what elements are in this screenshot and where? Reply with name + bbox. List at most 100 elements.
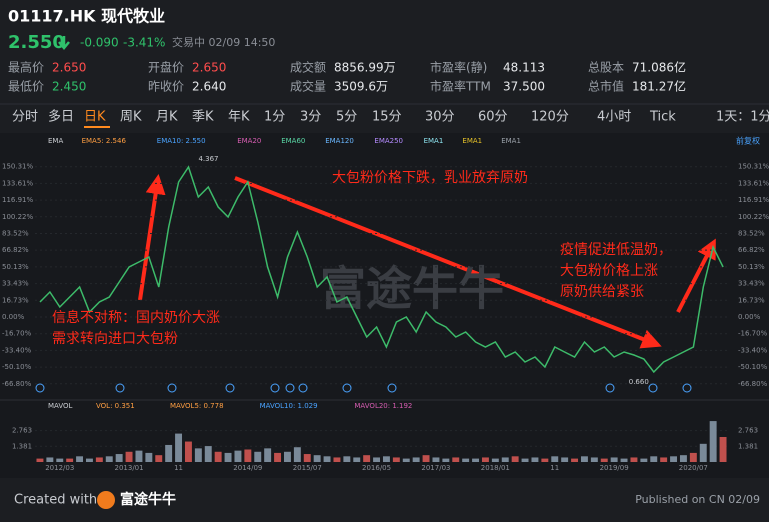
y-tick-label: -66.80%: [2, 380, 32, 388]
symbol: 01117.HK 现代牧业: [8, 7, 165, 26]
volume-bar: [343, 456, 351, 462]
period-tab[interactable]: 多日: [48, 109, 74, 125]
event-marker: [605, 383, 615, 393]
period-tab[interactable]: 30分: [425, 110, 455, 125]
volume-bar: [432, 457, 440, 462]
volume-bar: [333, 457, 341, 462]
period-tab[interactable]: 月K: [156, 110, 178, 125]
x-tick-label: 2019/09: [600, 464, 629, 472]
y-tick-label: 116.91%: [2, 196, 33, 204]
indicator: MAVOL5: 0.778: [170, 402, 224, 410]
volume-bar: [303, 454, 311, 462]
indicator: EMA: [48, 137, 63, 145]
event-marker: [342, 383, 352, 393]
period-tab[interactable]: 5分: [336, 110, 357, 125]
period-tab[interactable]: Tick: [649, 110, 676, 125]
volume-bar: [491, 458, 499, 462]
adjust-label: 前复权: [736, 136, 760, 146]
max-label: 4.367: [198, 155, 218, 163]
y-tick-label-right: 2.763: [738, 427, 758, 435]
volume-bar: [66, 458, 74, 462]
indicator: EMA20: [237, 137, 261, 145]
stat-label: 开盘价: [148, 60, 184, 75]
period-tab[interactable]: 60分: [478, 110, 508, 125]
period-tab[interactable]: 周K: [120, 110, 142, 125]
status: 交易中 02/09 14:50: [172, 35, 275, 49]
y-tick-label: -33.40%: [2, 346, 32, 354]
volume-bar: [224, 452, 232, 462]
volume-bar: [36, 458, 44, 462]
stat-value: 181.27亿: [632, 79, 686, 94]
volume-bar: [472, 458, 480, 462]
y-tick-label: 2.763: [12, 427, 32, 435]
indicator: EMA1: [501, 137, 521, 145]
period-tab[interactable]: 日K: [84, 110, 106, 125]
arrow: [138, 174, 166, 301]
stat-value: 37.500: [503, 80, 545, 94]
event-marker: [285, 383, 295, 393]
volume-bar: [541, 458, 549, 462]
period-tab[interactable]: 1天：1分K: [716, 110, 769, 125]
period-tab[interactable]: 1分: [264, 110, 285, 125]
period-tab[interactable]: 3分: [300, 110, 321, 125]
indicator: EMA120: [325, 137, 354, 145]
period-tab[interactable]: 季K: [192, 110, 214, 125]
stat-label: 最低价: [8, 80, 44, 94]
period-tab[interactable]: 分时: [12, 110, 38, 125]
y-tick-label-right: 0.00%: [738, 313, 761, 321]
volume-bar: [551, 456, 559, 462]
volume-bar: [323, 456, 331, 462]
indicator: EMA10: 2.550: [157, 137, 206, 145]
indicator: EMA60: [281, 137, 305, 145]
indicator: EMA5: 2.546: [82, 137, 127, 145]
x-tick-label: 2012/03: [45, 464, 74, 472]
volume-bar: [481, 457, 489, 462]
y-tick-label-right: 100.22%: [738, 213, 769, 221]
y-tick-label: 100.22%: [2, 213, 33, 221]
y-tick-label: 150.31%: [2, 163, 33, 171]
y-tick-label-right: 116.91%: [738, 196, 769, 204]
volume-bar: [452, 457, 460, 462]
volume-bar: [630, 457, 638, 462]
volume-bar: [46, 457, 54, 462]
volume-bar: [175, 433, 183, 462]
volume-bar: [422, 455, 430, 462]
indicator: MAVOL10: 1.029: [260, 402, 318, 410]
arrow: [234, 176, 662, 349]
down-arrow: [58, 36, 70, 50]
indicator: EMA250: [374, 137, 403, 145]
volume-bar: [155, 455, 163, 462]
volume-bar: [620, 458, 628, 462]
change-pct: -3.41%: [123, 36, 165, 50]
volume-bar: [135, 450, 143, 462]
y-tick-label: 16.73%: [2, 296, 29, 304]
stat-label: 总市值: [588, 79, 624, 94]
period-tab[interactable]: 15分: [372, 110, 402, 125]
volume-bar: [115, 454, 123, 462]
volume-bar: [382, 456, 390, 462]
stat-label: 成交量: [290, 79, 326, 94]
x-tick-label: 2017/03: [421, 464, 450, 472]
indicator: VOL: 0.351: [96, 402, 135, 410]
volume-bar: [610, 457, 618, 462]
volume-bar: [462, 458, 470, 462]
volume-bar: [264, 448, 272, 462]
volume-bar: [105, 456, 113, 462]
x-tick-label: 2013/01: [115, 464, 144, 472]
period-tab[interactable]: 4小时: [597, 110, 631, 125]
published: Published on CN 02/09: [635, 493, 760, 506]
change: -0.090: [80, 36, 119, 50]
period-tab[interactable]: 120分: [531, 110, 569, 125]
volume-bar: [234, 450, 242, 462]
period-tab[interactable]: 年K: [228, 110, 250, 125]
x-tick-label: 2018/01: [481, 464, 510, 472]
stat-value: 2.450: [52, 80, 86, 94]
volume-bar: [650, 456, 658, 462]
volume-bar: [283, 451, 291, 462]
volume-bar: [670, 456, 678, 462]
volume-bar: [214, 451, 222, 462]
event-marker: [648, 383, 658, 393]
x-tick-label: 11: [550, 464, 559, 472]
volume-bar: [184, 441, 192, 462]
stat-label: 总股本: [588, 61, 624, 75]
